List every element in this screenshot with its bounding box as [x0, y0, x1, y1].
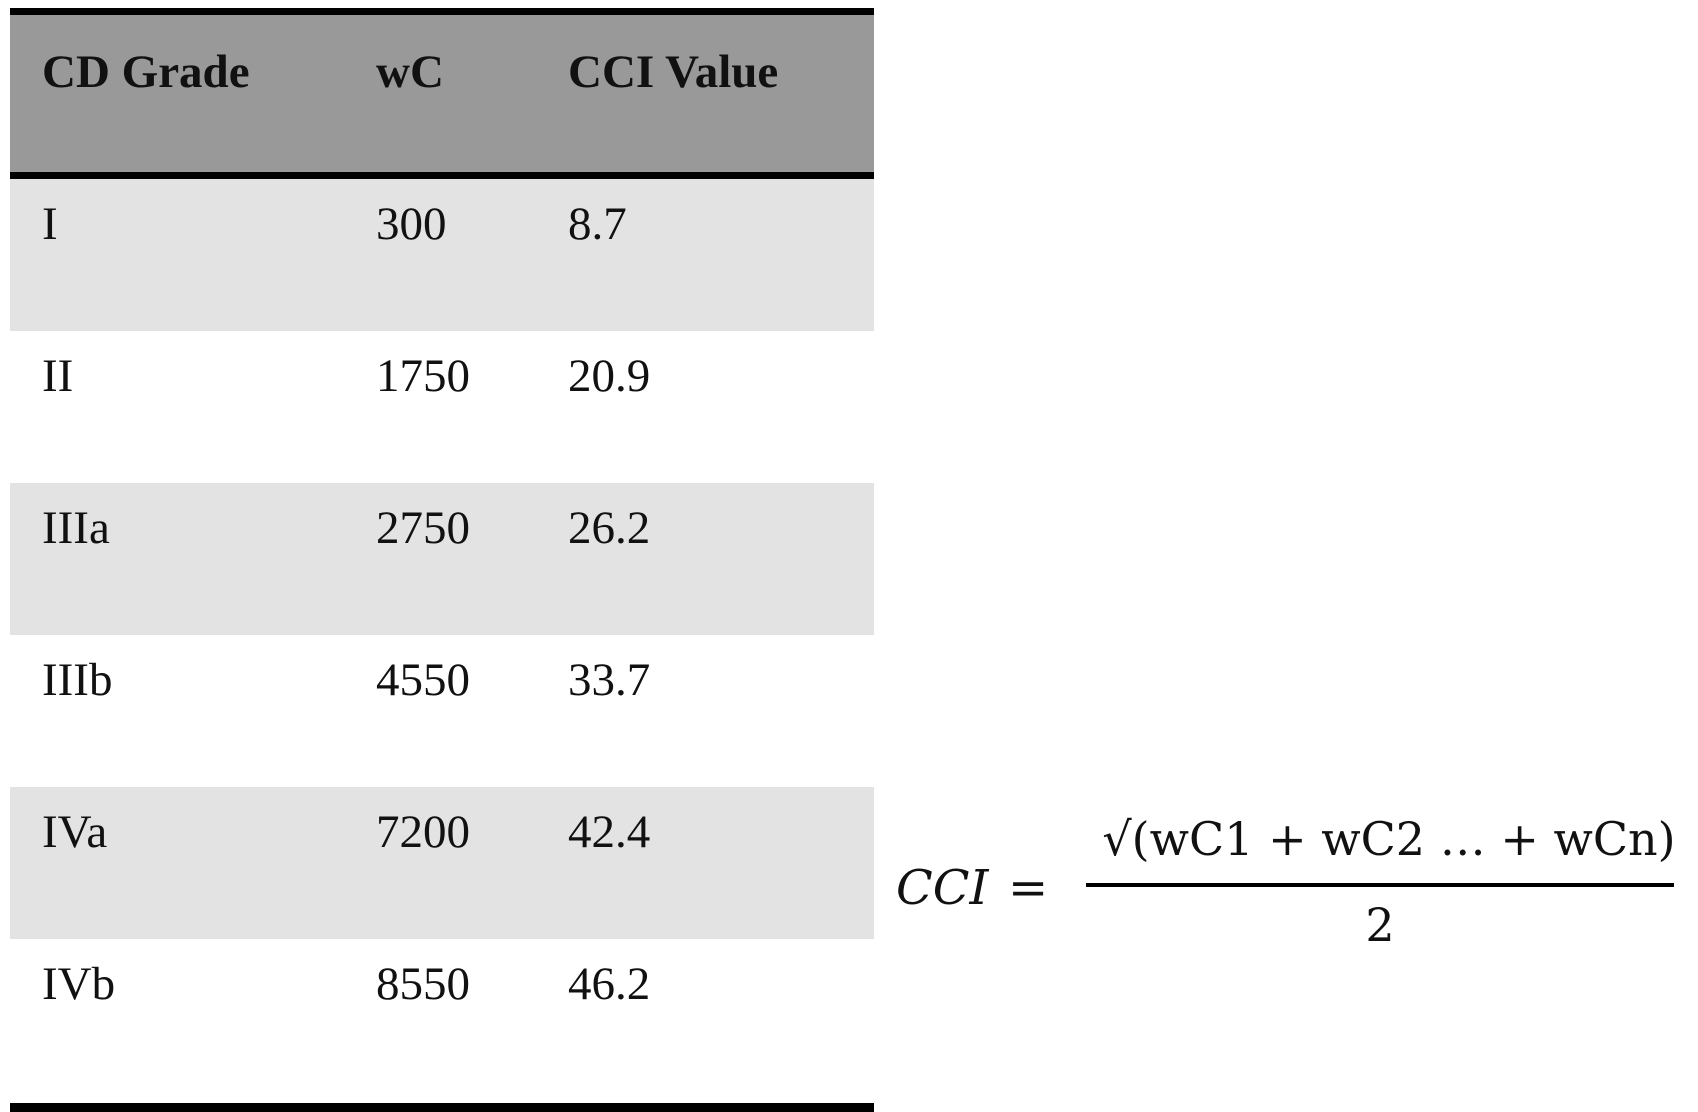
column-header-cci-value: CCI Value	[568, 46, 779, 98]
cell-cci-value: 46.2	[568, 958, 651, 1010]
table-row: IVa 7200 42.4	[10, 787, 874, 939]
column-header-wc: wC	[376, 46, 444, 98]
cell-cd-grade: IVb	[42, 958, 116, 1010]
cell-cci-value: 26.2	[568, 502, 651, 554]
formula-fraction-bar	[1086, 883, 1674, 887]
cell-cci-value: 42.4	[568, 806, 651, 858]
formula-denominator: 2	[1365, 898, 1395, 952]
table-row: IVb 8550 46.2	[10, 939, 874, 1091]
table-row: II 1750 20.9	[10, 331, 874, 483]
cell-wc: 2750	[376, 502, 470, 554]
table-header-rule	[10, 172, 874, 179]
table-row: I 300 8.7	[10, 179, 874, 331]
cell-cci-value: 33.7	[568, 654, 651, 706]
cell-wc: 300	[376, 198, 447, 250]
cell-cci-value: 8.7	[568, 198, 627, 250]
cell-cd-grade: II	[42, 350, 74, 402]
formula-lhs: CCI	[896, 860, 989, 916]
cell-cd-grade: I	[42, 198, 58, 250]
cell-cci-value: 20.9	[568, 350, 651, 402]
cell-wc: 1750	[376, 350, 470, 402]
cell-wc: 8550	[376, 958, 470, 1010]
formula-equals-sign: =	[1008, 860, 1049, 916]
cell-wc: 7200	[376, 806, 470, 858]
cell-cd-grade: IIIa	[42, 502, 110, 554]
table-bottom-rule	[10, 1103, 874, 1112]
column-header-cd-grade: CD Grade	[42, 46, 250, 98]
cell-cd-grade: IIIb	[42, 654, 113, 706]
cell-cd-grade: IVa	[42, 806, 108, 858]
cci-formula: CCI = √(wC1 + wC2 … + wCn) 2	[896, 812, 1696, 962]
formula-numerator: √(wC1 + wC2 … + wCn)	[1102, 812, 1676, 866]
table-row: IIIa 2750 26.2	[10, 483, 874, 635]
table-top-rule	[10, 8, 874, 15]
cci-table: CD Grade wC CCI Value I 300 8.7 II 1750 …	[10, 8, 874, 1112]
cell-wc: 4550	[376, 654, 470, 706]
table-row: IIIb 4550 33.7	[10, 635, 874, 787]
table-header-row: CD Grade wC CCI Value	[10, 15, 874, 172]
